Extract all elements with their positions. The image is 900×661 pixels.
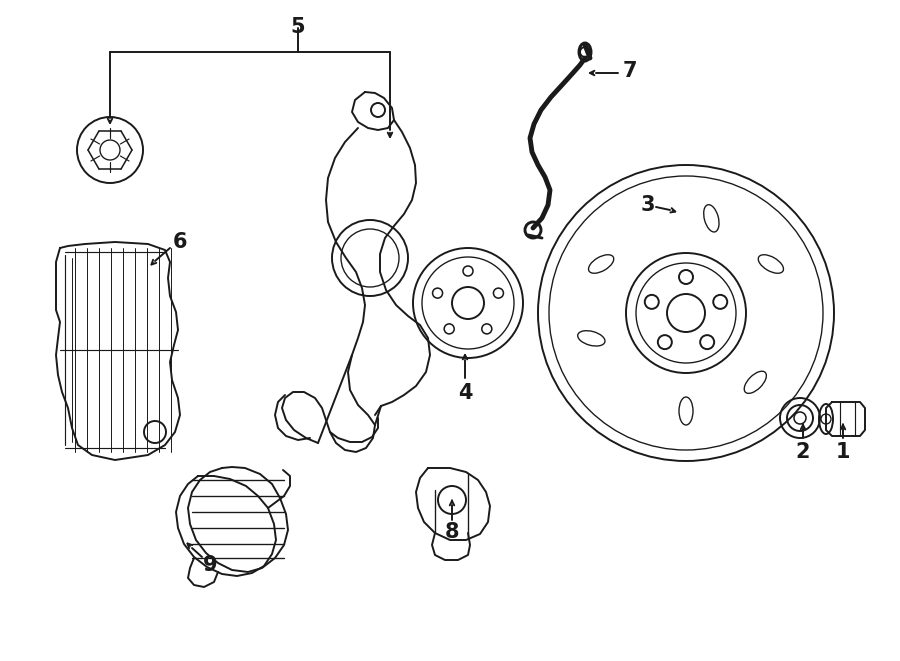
Text: 8: 8 bbox=[445, 522, 459, 542]
Text: 6: 6 bbox=[173, 232, 187, 252]
Text: 3: 3 bbox=[641, 195, 655, 215]
Text: 5: 5 bbox=[291, 17, 305, 37]
Text: 2: 2 bbox=[796, 442, 810, 462]
Text: 1: 1 bbox=[836, 442, 850, 462]
Text: 7: 7 bbox=[623, 61, 637, 81]
Text: 4: 4 bbox=[458, 383, 473, 403]
Text: 9: 9 bbox=[202, 555, 217, 575]
